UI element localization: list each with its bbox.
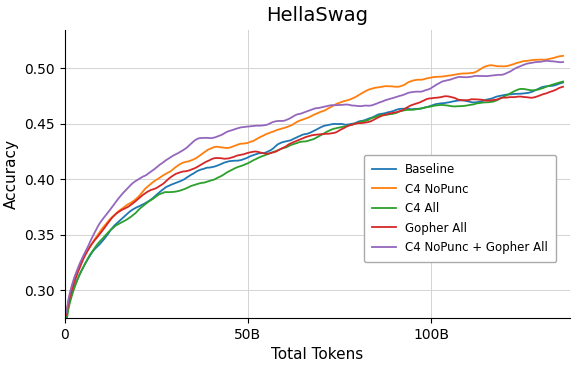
Line: C4 NoPunc + Gopher All: C4 NoPunc + Gopher All	[66, 61, 563, 313]
Line: Gopher All: Gopher All	[66, 87, 563, 315]
Baseline	[367, 116, 374, 120]
Title: HellaSwag: HellaSwag	[266, 6, 369, 25]
C4 NoPunc	[482, 64, 489, 69]
C4 NoPunc	[560, 54, 567, 58]
C4 NoPunc	[357, 92, 364, 96]
C4 NoPunc + Gopher All	[482, 74, 489, 78]
Legend: Baseline, C4 NoPunc, C4 All, Gopher All, C4 NoPunc + Gopher All: Baseline, C4 NoPunc, C4 All, Gopher All,…	[364, 155, 556, 262]
Gopher All	[63, 313, 70, 317]
C4 NoPunc	[359, 91, 366, 95]
C4 All	[65, 308, 72, 312]
C4 NoPunc	[63, 313, 70, 317]
Baseline	[357, 119, 364, 123]
Line: C4 NoPunc: C4 NoPunc	[66, 56, 563, 315]
C4 NoPunc	[65, 301, 72, 305]
Baseline	[65, 305, 72, 310]
C4 All	[367, 117, 374, 121]
Gopher All	[367, 119, 374, 124]
C4 NoPunc + Gopher All	[359, 104, 366, 108]
Baseline	[513, 92, 520, 96]
C4 NoPunc + Gopher All	[357, 104, 364, 108]
C4 NoPunc + Gopher All	[65, 298, 72, 303]
X-axis label: Total Tokens: Total Tokens	[272, 347, 363, 363]
Baseline	[560, 80, 567, 85]
C4 NoPunc + Gopher All	[560, 60, 567, 64]
Gopher All	[513, 95, 520, 99]
Line: Baseline: Baseline	[66, 83, 563, 318]
Gopher All	[65, 302, 72, 306]
C4 All	[513, 88, 520, 92]
C4 NoPunc + Gopher All	[367, 103, 374, 108]
Gopher All	[357, 121, 364, 125]
Line: C4 All: C4 All	[66, 81, 563, 322]
C4 NoPunc + Gopher All	[513, 65, 520, 70]
Y-axis label: Accuracy: Accuracy	[4, 139, 19, 209]
C4 All	[560, 79, 567, 84]
Baseline	[482, 98, 489, 102]
Baseline	[359, 119, 366, 123]
C4 All	[357, 120, 364, 124]
Gopher All	[482, 98, 489, 103]
C4 NoPunc	[367, 87, 374, 91]
C4 NoPunc + Gopher All	[543, 58, 550, 63]
C4 All	[359, 119, 366, 124]
Baseline	[63, 316, 70, 320]
C4 NoPunc	[513, 61, 520, 65]
C4 NoPunc + Gopher All	[63, 310, 70, 315]
C4 All	[63, 319, 70, 324]
Gopher All	[359, 121, 366, 125]
Gopher All	[560, 84, 567, 89]
C4 All	[482, 100, 489, 105]
